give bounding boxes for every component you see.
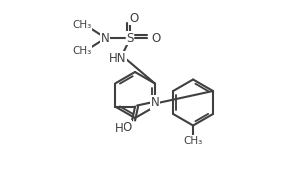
Text: N: N	[151, 96, 159, 109]
Text: O: O	[122, 121, 132, 134]
Text: CH₃: CH₃	[72, 20, 92, 30]
Text: CH₃: CH₃	[184, 135, 203, 145]
Text: H: H	[115, 122, 124, 135]
Text: CH₃: CH₃	[72, 46, 92, 56]
Text: S: S	[126, 32, 134, 44]
Text: HN: HN	[109, 51, 127, 64]
Text: O: O	[129, 12, 139, 25]
Text: N: N	[101, 32, 109, 44]
Text: O: O	[151, 32, 161, 44]
